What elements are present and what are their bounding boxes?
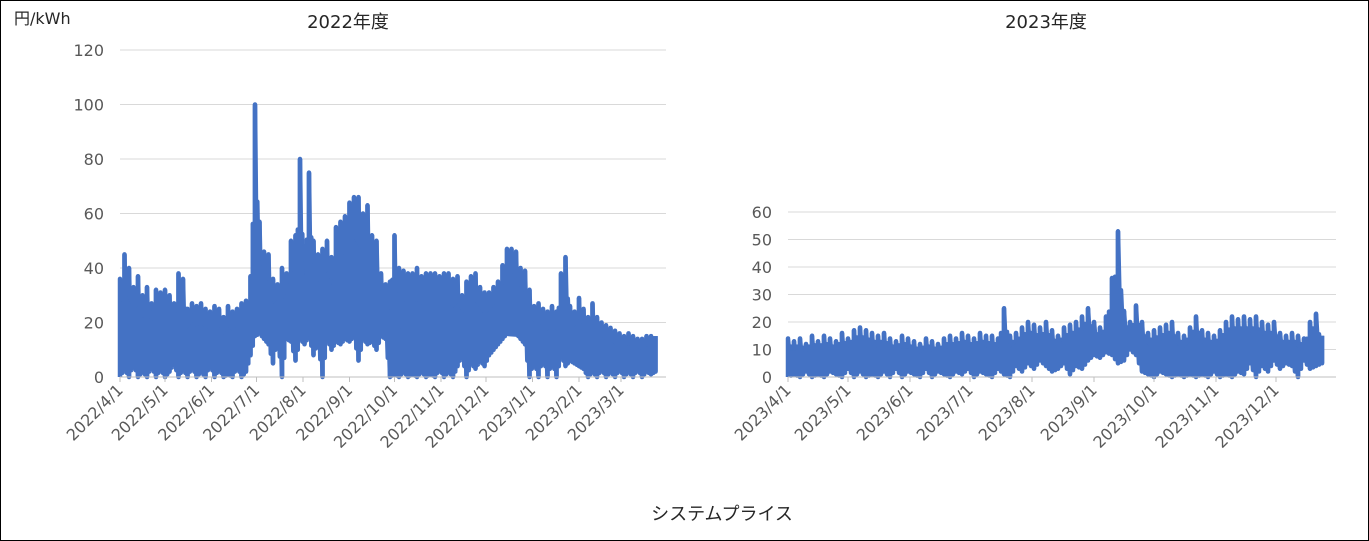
- chart-title-2023: 2023年度: [1005, 12, 1087, 33]
- x-tick-label: 2023/5/1: [791, 380, 855, 444]
- x-tick-label: 2023/9/1: [1037, 380, 1101, 444]
- y-tick-label: 20: [752, 313, 772, 332]
- y-tick-label: 0: [94, 368, 104, 387]
- y-tick-label: 40: [752, 258, 772, 277]
- y-tick-label: 20: [84, 314, 104, 333]
- figure-caption: システムプライス: [651, 504, 793, 525]
- y-unit-label: 円/kWh: [14, 9, 71, 28]
- y-tick-label: 40: [84, 259, 104, 278]
- y-tick-label: 60: [752, 203, 772, 222]
- y-tick-label: 80: [84, 150, 104, 169]
- plot-area-2022: 0204060801001202022/4/12022/5/12022/6/12…: [63, 41, 666, 452]
- x-tick-label: 2023/12/1: [1211, 380, 1282, 451]
- x-tick-label: 2023/11/1: [1151, 380, 1222, 451]
- y-tick-label: 50: [752, 231, 772, 250]
- series-band: [120, 174, 656, 351]
- y-tick-label: 0: [762, 368, 772, 387]
- y-tick-label: 30: [752, 286, 772, 305]
- chart-title-2022: 2022年度: [307, 12, 389, 33]
- y-tick-label: 60: [84, 205, 104, 224]
- x-tick-label: 2023/4/1: [731, 380, 795, 444]
- x-tick-label: 2023/10/1: [1089, 380, 1160, 451]
- x-tick-label: 2023/6/1: [853, 380, 917, 444]
- y-tick-label: 100: [73, 96, 104, 115]
- y-tick-label: 10: [752, 341, 772, 360]
- x-tick-label: 2023/8/1: [975, 380, 1039, 444]
- plot-area-2023: 01020304050602023/4/12023/5/12023/6/1202…: [731, 203, 1336, 452]
- x-tick-label: 2023/7/1: [913, 380, 977, 444]
- y-tick-label: 120: [73, 41, 104, 60]
